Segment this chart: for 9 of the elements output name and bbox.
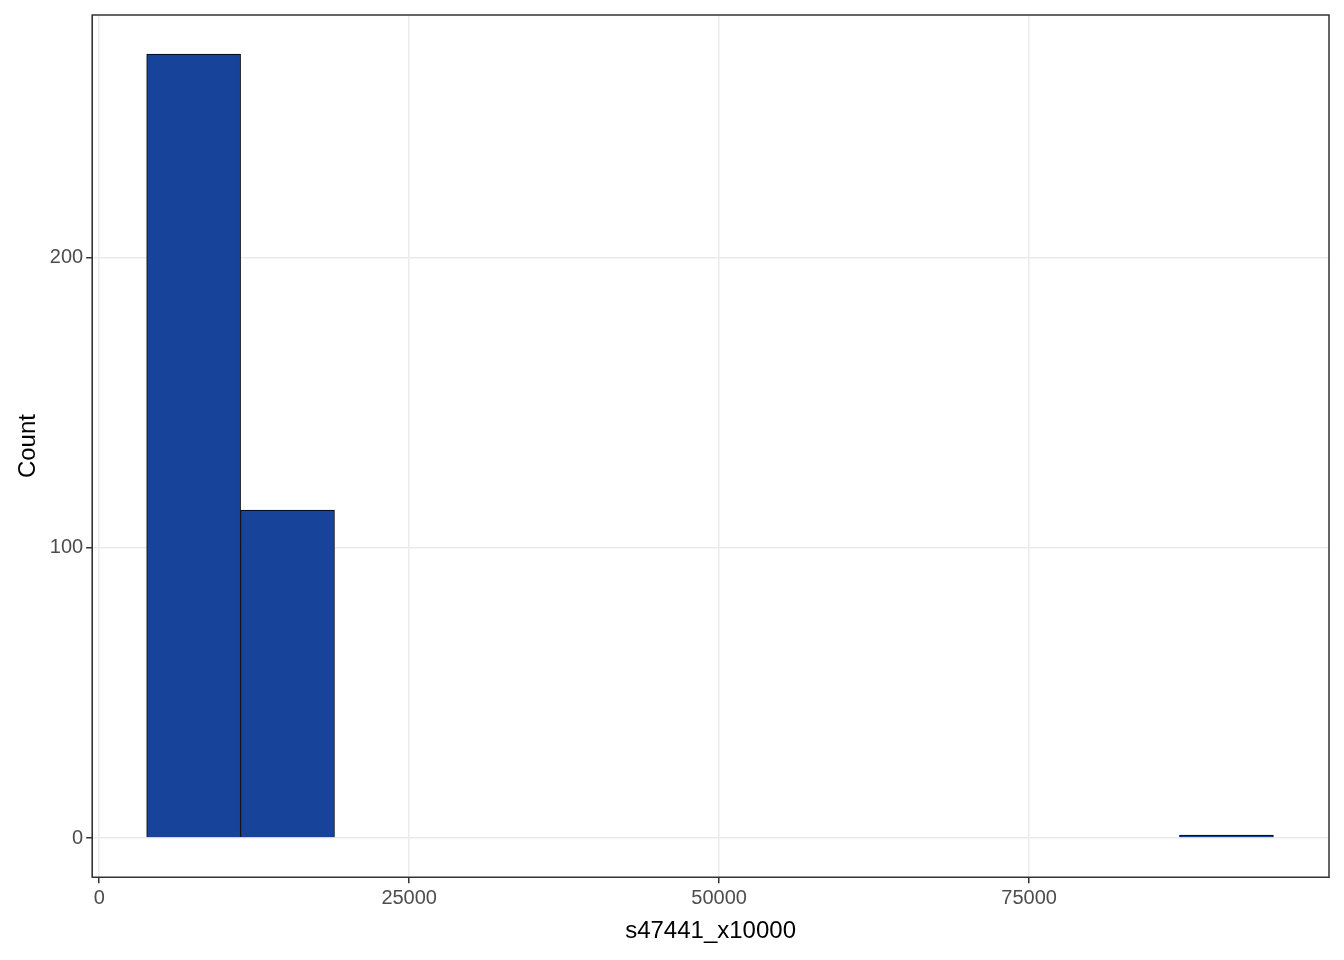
x-axis-title: s47441_x10000 — [625, 916, 796, 944]
y-tick-label: 0 — [72, 825, 84, 848]
y-tick-label: 100 — [49, 535, 84, 558]
y-axis-title: Count — [13, 413, 41, 479]
x-tick-label: 25000 — [381, 885, 437, 908]
y-tick-label: 200 — [49, 244, 84, 267]
x-tick-label: 50000 — [691, 885, 747, 908]
x-tick-label: 0 — [93, 885, 105, 908]
x-tick-label: 75000 — [1001, 885, 1057, 908]
